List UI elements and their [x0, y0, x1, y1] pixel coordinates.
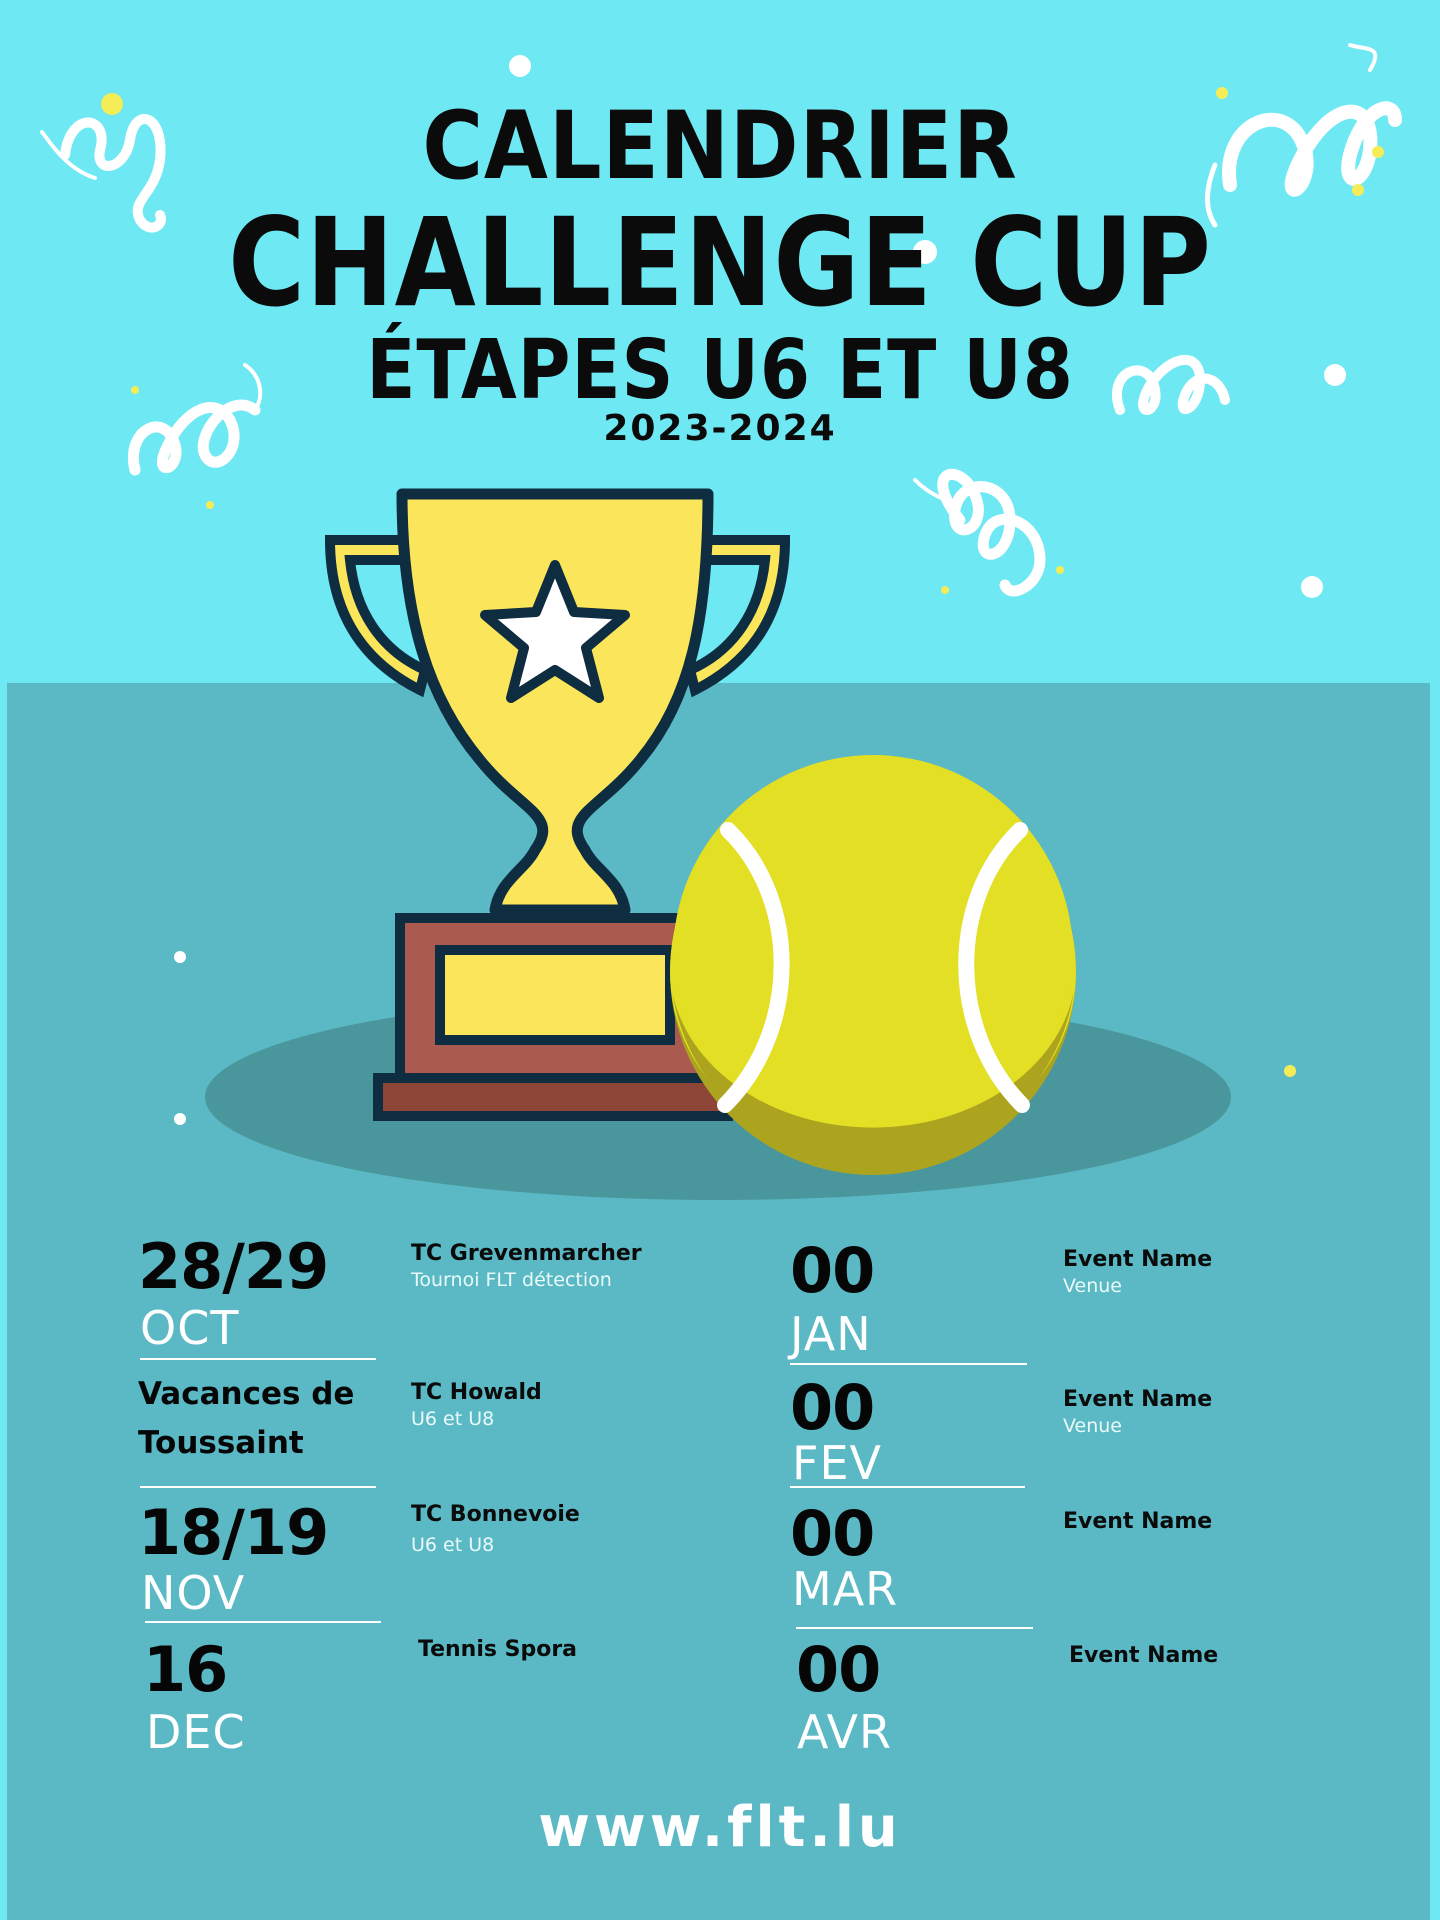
left-row3-month: NOV	[141, 1566, 246, 1620]
right-row3-divider	[796, 1627, 1033, 1629]
right-row2-event: Event Name	[1063, 1387, 1213, 1412]
right-row1-venue: Venue	[1063, 1275, 1122, 1297]
left-row1-date: 28/29	[138, 1230, 329, 1303]
left-row1-month: OCT	[140, 1301, 240, 1355]
title-etapes: ÉTAPES U6 ET U8	[366, 323, 1074, 418]
left-row2-note2: Toussaint	[138, 1425, 304, 1461]
season-label: 2023-2024	[603, 408, 837, 449]
footer-url[interactable]: www.flt.lu	[538, 1795, 902, 1860]
right-row4-date: 00	[796, 1633, 881, 1706]
left-row2-divider	[140, 1486, 376, 1488]
right-row1-event: Event Name	[1063, 1247, 1213, 1272]
left-row3-club: TC Bonnevoie	[411, 1502, 580, 1527]
right-row3-event: Event Name	[1063, 1509, 1213, 1534]
right-row1-month: JAN	[790, 1307, 872, 1361]
left-row4-date: 16	[143, 1633, 228, 1706]
left-row3-detail: U6 et U8	[411, 1534, 495, 1556]
left-row2-club: TC Howald	[411, 1380, 542, 1405]
left-row2-note1: Vacances de	[138, 1376, 355, 1412]
title-calendrier: CALENDRIER	[422, 92, 1018, 201]
right-row1-date: 00	[790, 1234, 875, 1307]
left-row4-month: DEC	[146, 1705, 246, 1759]
left-row2-detail: U6 et U8	[411, 1408, 495, 1430]
right-row3-month: MAR	[792, 1562, 899, 1616]
left-row1-club: TC Grevenmarcher	[411, 1241, 642, 1266]
left-row3-date: 18/19	[138, 1496, 329, 1569]
right-row1-divider	[790, 1363, 1027, 1365]
right-row4-event: Event Name	[1069, 1643, 1219, 1668]
left-row3-divider	[145, 1621, 381, 1623]
right-row2-venue: Venue	[1063, 1415, 1122, 1437]
confetti-center-right	[913, 468, 1046, 597]
right-row3-date: 00	[790, 1497, 875, 1570]
right-row2-month: FEV	[792, 1436, 882, 1490]
left-row1-divider	[140, 1358, 376, 1360]
left-row4-club: Tennis Spora	[418, 1637, 578, 1662]
left-row1-detail: Tournoi FLT détection	[411, 1269, 612, 1291]
right-row2-divider	[790, 1486, 1025, 1488]
right-row2-date: 00	[790, 1371, 875, 1444]
right-row4-month: AVR	[797, 1705, 892, 1759]
title-challenge-cup: CHALLENGE CUP	[228, 192, 1212, 334]
